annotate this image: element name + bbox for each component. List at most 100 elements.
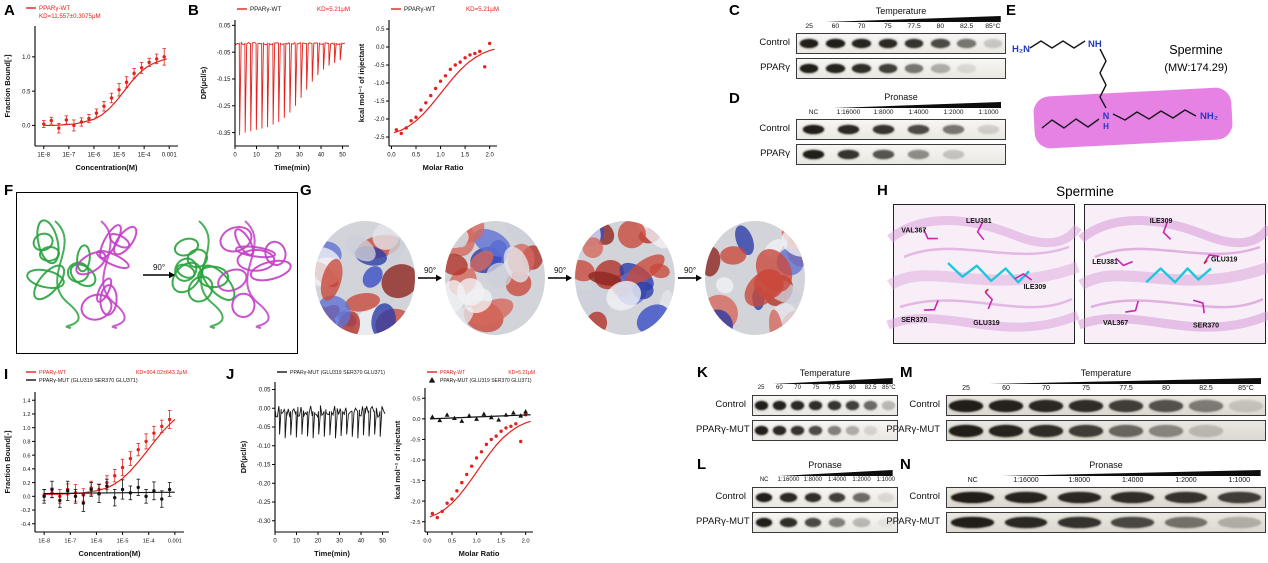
residue-label: LEU381 <box>1092 259 1118 266</box>
protein-band <box>826 64 845 73</box>
y-tick-label: -0.05 <box>217 50 231 56</box>
protein-band <box>1188 399 1224 412</box>
y-tick-label: 0.8 <box>23 440 31 446</box>
thermal-stability-blot-mut: Temperature 25 60 70 75 77.5 80 82.5 85°C Control… <box>696 368 898 445</box>
y-tick-label: 0.0 <box>23 495 31 501</box>
blot-header: Temperature 25 60 70 75 77.5 80 82.5 85°C <box>744 6 1006 33</box>
protein-band <box>931 64 950 73</box>
electrostatic-surface-drawing: 90° 90° 90° <box>315 221 805 335</box>
protein-band <box>988 424 1024 437</box>
y-tick-label: 0.0 <box>22 124 31 130</box>
protein-band <box>988 399 1024 412</box>
protein-band <box>882 401 896 410</box>
blot-row-label: PPARγ-MUT <box>696 424 750 435</box>
blot-membrane <box>796 33 1006 54</box>
blot-header: Pronase NC 1:16000 1:8000 1:4000 1:2000 1:1000 <box>744 92 1006 119</box>
protein-band <box>942 125 965 134</box>
protein-band <box>827 401 841 410</box>
residue-label: ILE309 <box>1150 218 1173 225</box>
protein-band <box>1148 399 1184 412</box>
blot-row: Control <box>696 395 898 417</box>
blot-row: PPARγ-MUT <box>880 512 1266 534</box>
panel-m-label: M <box>900 364 913 381</box>
spermine-structure-drawing: H₂N NH NH NH₂ Spermine (MW:174.29) <box>1012 39 1233 149</box>
blot-title: Pronase <box>1089 460 1123 470</box>
x-tick-label: 1E-7 <box>63 153 76 159</box>
blot-row-label: Control <box>759 123 790 134</box>
panel-j-label: J <box>226 366 235 383</box>
x-tick-label: 0 <box>273 539 277 545</box>
blot-title: Temperature <box>1080 368 1132 378</box>
rotation-label: 90° <box>554 266 566 275</box>
protein-band <box>852 64 871 73</box>
residue-label: SER370 <box>901 317 927 324</box>
itc-thermogram-wt: 0 10 20 30 40 50 0.05 -0.05 -0.15 -0.25 -0.35 Time(… <box>199 6 350 172</box>
panel-l-label: L <box>697 456 707 473</box>
protein-band <box>852 39 871 48</box>
y-tick-label: 0.05 <box>259 388 271 394</box>
protein-band <box>780 518 797 527</box>
x-tick-label: 30 <box>336 539 343 545</box>
lane-label: 25 <box>962 385 970 392</box>
spermine-highlight <box>1033 87 1233 149</box>
protein-band <box>837 125 860 134</box>
residue-label: VAL367 <box>1103 320 1128 327</box>
panel-g-label: G <box>300 182 312 199</box>
lane-label: 77.5 <box>1119 385 1133 392</box>
ribbon-dimer-drawing: 90° <box>26 219 292 329</box>
rotation-label: 90° <box>424 266 436 275</box>
legend-kd-label: KD=5.21μM <box>466 6 499 13</box>
protein-band <box>1058 492 1101 503</box>
lane-label: 25 <box>757 385 765 391</box>
x-axis-label: Concentration(M) <box>78 549 141 558</box>
blot-row-label: PPARγ <box>760 148 790 159</box>
y-tick-label: -0.20 <box>257 481 271 487</box>
protein-band <box>772 426 786 435</box>
compound-name: Spermine <box>1169 43 1223 57</box>
legend-kd-label: KD=5.21μM <box>317 6 350 13</box>
protein-band <box>754 426 768 435</box>
lane-label: 85°C <box>882 385 896 391</box>
lane-label: 1:1000 <box>876 477 895 483</box>
x-tick-label: 1E-6 <box>88 153 101 159</box>
x-axis-label: Concentration(M) <box>75 163 138 172</box>
protein-band <box>1058 517 1101 528</box>
y-axis-label: DP(μcl/s) <box>239 440 248 473</box>
residue-label: GLU319 <box>1211 256 1238 263</box>
protein-band <box>754 401 768 410</box>
y-tick-label: -0.2 <box>21 508 31 514</box>
x-tick-label: 0.5 <box>448 539 456 545</box>
protein-band <box>780 493 797 502</box>
binding-site-box-right: ILE309 LEU381 GLU319 VAL367 SER370 <box>1077 204 1268 344</box>
y-tick-label: -1.5 <box>411 479 421 485</box>
protein-band <box>1228 399 1264 412</box>
x-tick-label: 1E-5 <box>113 153 126 159</box>
blot-header: Temperature 25 60 70 75 77.5 80 82.5 85°C <box>696 368 898 395</box>
legend-label: PPARγ-WT <box>404 6 435 13</box>
protein-band <box>1188 424 1224 437</box>
protein-band <box>983 39 1003 48</box>
x-tick-label: 50 <box>379 539 386 545</box>
x-tick-label: 0.0 <box>387 153 396 159</box>
y-axis-label: DP(μcl/s) <box>199 66 208 99</box>
y-tick-label: 0.2 <box>23 481 31 487</box>
protein-band <box>864 401 878 410</box>
legend-kd-label: KD=5.21μM <box>508 370 535 376</box>
lane-label: 1:1000 <box>978 109 999 116</box>
lane-label: 80 <box>936 23 945 30</box>
blot-row: Control <box>744 33 1006 55</box>
protein-band <box>799 39 819 48</box>
x-tick-label: 40 <box>318 153 325 159</box>
blot-title: Pronase <box>884 92 918 102</box>
itc-isotherm-wt: 0.0 0.5 1.0 1.5 2.0 0.5 0.0 -0.5 -1.0 -1.5 -2.0 -2.… <box>357 6 499 172</box>
protein-band <box>907 150 930 159</box>
blot-row-label: PPARγ <box>760 62 790 73</box>
y-tick-label: 1.0 <box>23 426 31 432</box>
legend-label: PPARγ-MUT (GLU319 SER370 GLU371) <box>39 378 138 384</box>
protein-band <box>1148 424 1184 437</box>
x-axis-label: Time(min) <box>314 549 350 558</box>
blot-row: Control <box>696 487 898 509</box>
gradient-wedge-icon <box>779 470 893 476</box>
x-tick-label: 20 <box>315 539 322 545</box>
itc-thermogram-mut: 0 10 20 30 40 50 0.05 0.00 -0.05 -0.10 -0.15 -0.20 -… <box>239 370 389 558</box>
